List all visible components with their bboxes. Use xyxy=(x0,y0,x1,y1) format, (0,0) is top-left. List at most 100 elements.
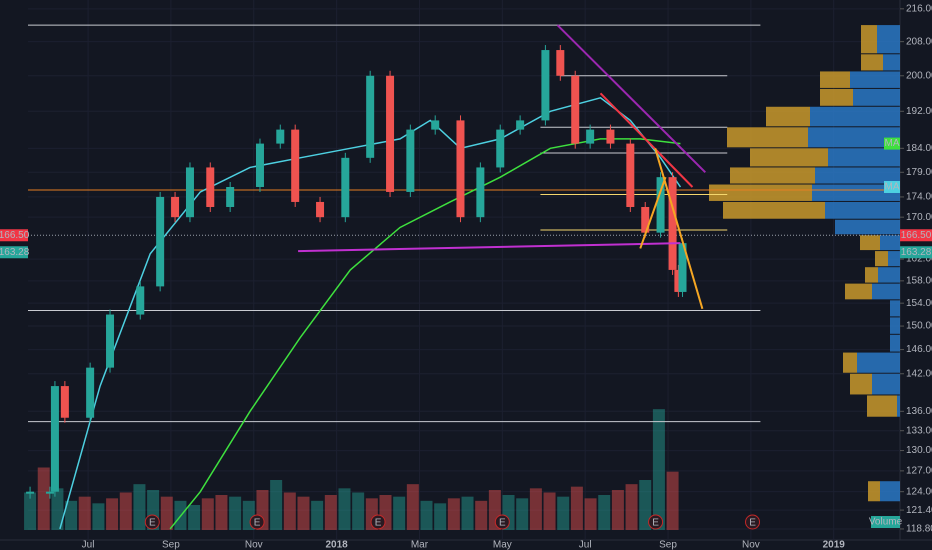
profile-down xyxy=(766,106,810,127)
x-tick-label: Mar xyxy=(411,540,429,550)
candle xyxy=(136,286,145,315)
volume-bar xyxy=(598,495,611,530)
trend-line xyxy=(298,242,681,253)
candle xyxy=(106,314,115,368)
y-tick-label: 146.00 xyxy=(906,344,932,355)
profile-up xyxy=(878,267,900,283)
volume-bar xyxy=(201,498,214,530)
profile-up xyxy=(828,148,900,167)
candle xyxy=(291,129,300,202)
candle xyxy=(516,120,525,130)
volume-tag xyxy=(871,516,900,528)
y-tick-label: 200.00 xyxy=(906,70,932,81)
volume-bar xyxy=(188,505,201,530)
y-tick-label: 192.00 xyxy=(906,106,932,117)
profile-up xyxy=(897,395,900,417)
profile-down xyxy=(709,184,812,201)
profile-down xyxy=(723,201,825,219)
volume-bar xyxy=(420,500,433,530)
profile-down xyxy=(820,71,850,88)
profile-up xyxy=(890,334,900,352)
earnings-label: E xyxy=(749,518,756,529)
x-tick-label: May xyxy=(493,540,512,550)
candle xyxy=(556,50,565,76)
volume-bar xyxy=(447,498,460,530)
trend-line xyxy=(654,148,704,310)
y-tick-label: 179.00 xyxy=(906,167,932,178)
candle xyxy=(456,120,465,218)
profile-up xyxy=(835,219,900,235)
profile-down xyxy=(860,235,880,251)
profile-down xyxy=(875,251,888,267)
y-tick-label: 118.80 xyxy=(906,524,932,535)
volume-bar xyxy=(666,471,679,530)
volume-bar xyxy=(625,484,638,530)
candle xyxy=(386,75,395,192)
candle xyxy=(156,196,165,287)
candle xyxy=(366,75,375,158)
volume-bar xyxy=(324,495,337,530)
profile-down xyxy=(820,88,853,106)
volume-bar xyxy=(160,496,173,530)
earnings-marker xyxy=(249,514,265,530)
candle xyxy=(678,243,687,292)
y-tick-label: 150.00 xyxy=(906,321,932,332)
ma-tag xyxy=(884,180,900,193)
candle xyxy=(476,167,485,218)
volume-bar xyxy=(352,492,365,530)
volume-bar xyxy=(543,492,556,530)
profile-up xyxy=(888,251,900,267)
candle xyxy=(656,177,665,233)
profile-down xyxy=(861,25,877,54)
volume-bar xyxy=(338,488,351,530)
volume-bar xyxy=(297,496,310,530)
candle xyxy=(226,186,235,207)
profile-down xyxy=(868,481,880,502)
volume-bar xyxy=(78,496,91,530)
candle xyxy=(586,129,595,144)
ma-tag xyxy=(884,137,900,150)
candle xyxy=(541,50,550,121)
candle xyxy=(406,129,415,192)
profile-up xyxy=(872,283,900,300)
candle xyxy=(668,177,677,270)
y-tick-label: 121.40 xyxy=(906,505,932,516)
earnings-label: E xyxy=(375,518,382,529)
volume-bar xyxy=(215,495,228,530)
ma-tag-label: MA xyxy=(885,138,900,149)
trend-line xyxy=(599,92,694,188)
y-tick-label: 208.00 xyxy=(906,36,932,47)
earnings-label: E xyxy=(499,518,506,529)
profile-up xyxy=(877,25,900,54)
y-tick-label: 136.00 xyxy=(906,406,932,417)
y-tick-label: 154.00 xyxy=(906,298,932,309)
price-tag xyxy=(0,229,28,242)
profile-down xyxy=(867,395,897,417)
earnings-marker xyxy=(144,514,160,530)
volume-bar xyxy=(529,488,542,530)
earnings-label: E xyxy=(652,518,659,529)
candle xyxy=(50,386,59,492)
y-tick-label: 184.00 xyxy=(906,143,932,154)
x-tick-label: Jul xyxy=(579,540,592,550)
y-tick-label: 158.00 xyxy=(906,275,932,286)
volume-bar xyxy=(434,503,447,530)
candle xyxy=(171,196,180,218)
volume-bar xyxy=(393,496,406,530)
x-tick-label: Sep xyxy=(162,540,180,550)
candle xyxy=(86,367,95,418)
x-tick-label: Jul xyxy=(82,540,95,550)
profile-up xyxy=(883,54,900,71)
trend-line xyxy=(639,176,667,249)
volume-bar xyxy=(51,488,64,530)
profile-up xyxy=(815,167,900,184)
volume-bar xyxy=(24,492,37,530)
y-tick-label: 170.00 xyxy=(906,212,932,223)
profile-up xyxy=(872,373,900,395)
earnings-label: E xyxy=(254,518,261,529)
y-tick-label: 174.00 xyxy=(906,192,932,203)
candle xyxy=(674,269,683,292)
y-tick-label: 162.00 xyxy=(906,254,932,265)
